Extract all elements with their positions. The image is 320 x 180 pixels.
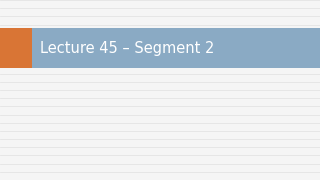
Bar xyxy=(32,28,320,68)
Bar xyxy=(0,28,32,68)
Text: Lecture 45 – Segment 2: Lecture 45 – Segment 2 xyxy=(40,40,214,55)
